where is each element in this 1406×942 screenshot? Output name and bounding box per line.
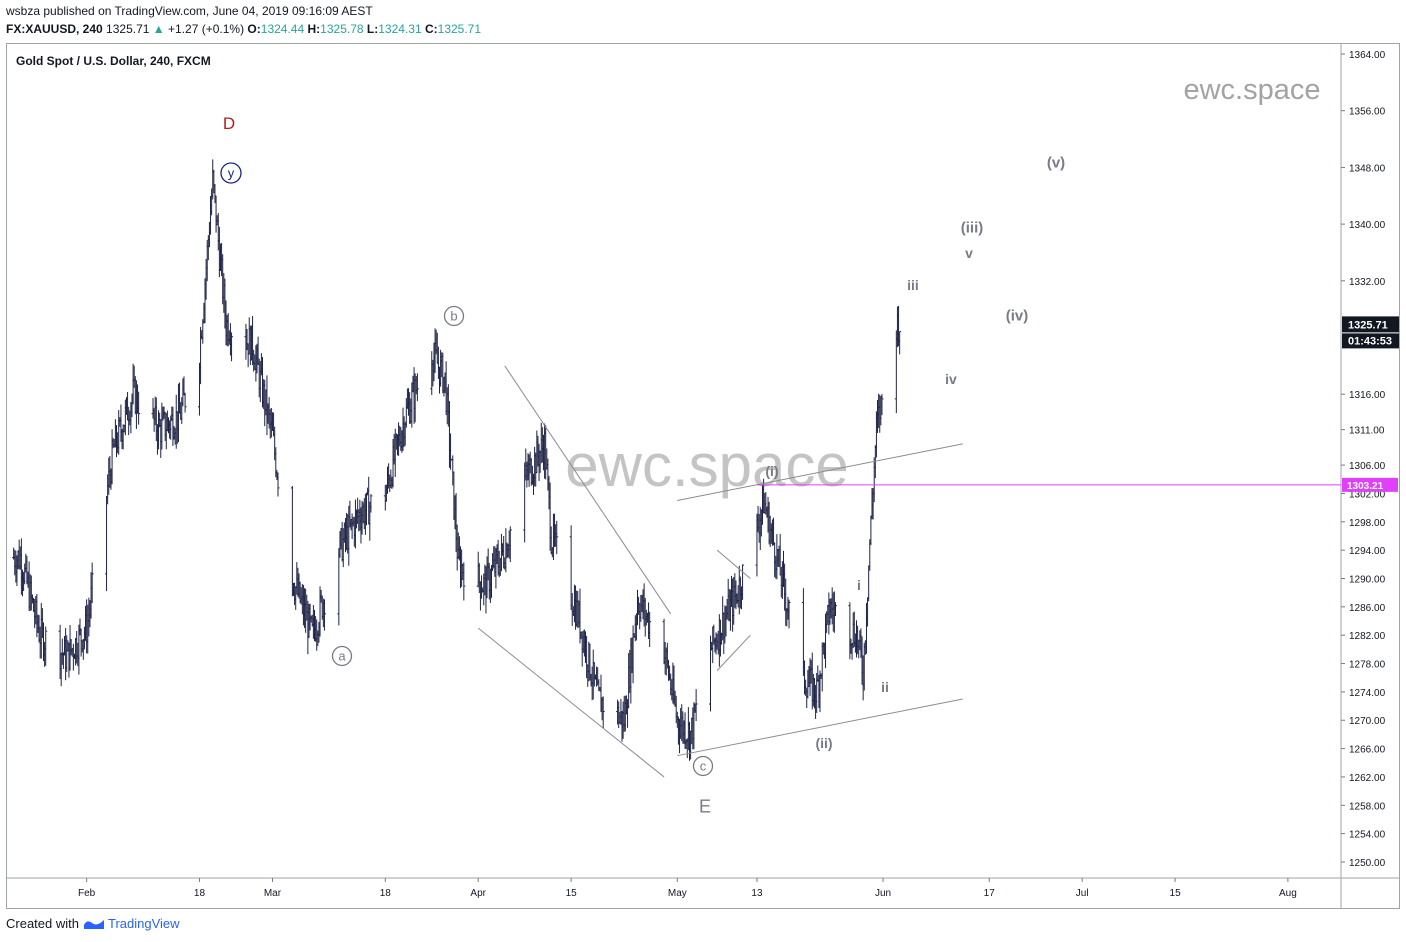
footer: Created with TradingView	[6, 916, 180, 931]
wave-label-a-circle	[331, 645, 353, 667]
quote-line: FX:XAUUSD, 240 1325.71 ▲ +1.27 (+0.1%) O…	[6, 22, 481, 36]
wave-label-c-circle	[692, 755, 714, 777]
close-value: 1325.71	[437, 22, 482, 36]
wave-label-iii: iii	[907, 277, 919, 293]
trendline[interactable]	[716, 549, 751, 579]
y-tick-label: 1316.00	[1349, 390, 1386, 401]
last-price-tag	[1342, 316, 1399, 333]
wave-label-d: D	[223, 114, 235, 133]
high-label: H:	[307, 22, 321, 36]
published-text: published on TradingView.com, June 04, 2…	[43, 4, 373, 18]
tradingview-logo-icon	[83, 920, 104, 929]
last-price: 1325.71	[106, 22, 150, 36]
x-tick-label: May	[668, 888, 687, 899]
y-tick-label: 1332.00	[1349, 277, 1386, 288]
countdown-tag	[1342, 333, 1399, 349]
x-tick-label: 15	[566, 888, 578, 899]
y-tick-label: 1290.00	[1349, 574, 1386, 585]
wave-label-y: y	[228, 166, 235, 181]
x-tick-label: Apr	[470, 888, 486, 899]
symbol-label: FX:XAUUSD, 240	[6, 22, 103, 36]
y-tick-label: 1262.00	[1349, 773, 1386, 784]
y-tick-label: 1254.00	[1349, 830, 1386, 841]
close-label: C:	[424, 22, 438, 36]
chart-frame[interactable]: 1250.00 1254.00 1258.00 1262.00 1266.00 1270.…	[6, 43, 1400, 909]
wave-label-iv: iv	[945, 371, 957, 387]
wave-label-y-circle	[220, 162, 242, 184]
y-tick-label: 1306.00	[1349, 461, 1386, 472]
change-value: +1.27 (+0.1%)	[168, 22, 245, 36]
watermark-top: ewc.space	[1183, 74, 1320, 106]
x-tick-label: Mar	[264, 888, 282, 899]
wave-label-v-paren: (v)	[1047, 154, 1065, 171]
trendline[interactable]	[716, 634, 751, 671]
x-tick-label: 18	[194, 888, 206, 899]
publish-header: wsbza published on TradingView.com, June…	[0, 0, 1406, 42]
y-tick-label: 1340.00	[1349, 220, 1386, 231]
y-tick-label: 1311.00	[1349, 426, 1385, 437]
created-with-text: Created with	[6, 916, 79, 931]
x-tick-label: 15	[1170, 888, 1182, 899]
horizontal-level-tag-text: 1303.21	[1347, 481, 1384, 492]
y-tick-label: 1348.00	[1349, 163, 1386, 174]
trendline[interactable]	[477, 627, 665, 778]
chart-title: Gold Spot / U.S. Dollar, 240, FXCM	[16, 54, 211, 68]
y-tick-label: 1278.00	[1349, 660, 1386, 671]
trendline[interactable]	[677, 698, 963, 757]
wave-label-a: a	[338, 649, 346, 664]
low-label: L:	[366, 22, 379, 36]
last-price-tag-text: 1325.71	[1348, 319, 1388, 331]
tradingview-brand[interactable]: TradingView	[108, 916, 180, 931]
open-label: O:	[247, 22, 261, 36]
wave-label-iv-paren: (iv)	[1006, 307, 1029, 324]
wave-label-i-paren: (i)	[765, 463, 778, 479]
wave-label-i: i	[857, 577, 861, 593]
y-tick-label: 1302.00	[1349, 489, 1386, 500]
x-tick-label: 17	[984, 888, 996, 899]
wave-label-b: b	[450, 309, 457, 324]
trendline[interactable]	[677, 443, 963, 502]
horizontal-level-tag	[1342, 477, 1398, 492]
y-tick-label: 1282.00	[1349, 631, 1386, 642]
countdown-tag-text: 01:43:53	[1348, 335, 1392, 347]
wave-label-v: v	[965, 245, 973, 261]
watermark-center: ewc.space	[565, 432, 848, 499]
y-tick-label: 1258.00	[1349, 801, 1386, 812]
wave-label-ii: ii	[881, 679, 889, 695]
y-tick-label: 1270.00	[1349, 716, 1386, 727]
wave-label-c: c	[700, 759, 707, 774]
wave-label-e: E	[699, 796, 711, 816]
y-tick-label: 1298.00	[1349, 518, 1386, 529]
x-tick-label: 13	[751, 888, 763, 899]
open-value: 1324.44	[260, 22, 305, 36]
x-tick-label: 18	[380, 888, 392, 899]
publish-line: wsbza published on TradingView.com, June…	[6, 4, 373, 18]
trendline[interactable]	[504, 365, 672, 615]
wave-label-b-circle	[443, 305, 465, 327]
publisher-name[interactable]: wsbza	[6, 4, 41, 18]
x-tick-label: Jul	[1076, 888, 1089, 899]
price-chart[interactable]: 1250.00 1254.00 1258.00 1262.00 1266.00 1270.…	[7, 44, 1399, 908]
wave-label-ii-paren: (ii)	[815, 735, 832, 751]
wave-label-iii-paren: (iii)	[961, 219, 984, 236]
x-tick-label: Feb	[78, 888, 96, 899]
up-arrow-icon: ▲	[152, 22, 165, 36]
x-tick-label: Jun	[875, 888, 891, 899]
y-tick-label: 1274.00	[1349, 688, 1386, 699]
y-tick-label: 1250.00	[1349, 858, 1386, 869]
y-tick-label: 1286.00	[1349, 603, 1386, 614]
y-tick-label: 1356.00	[1349, 107, 1386, 118]
low-value: 1324.31	[378, 22, 422, 36]
y-tick-label: 1294.00	[1349, 546, 1386, 557]
y-tick-label: 1364.00	[1349, 50, 1386, 61]
x-tick-label: Aug	[1279, 888, 1297, 899]
y-tick-label: 1266.00	[1349, 745, 1386, 756]
high-value: 1325.78	[320, 22, 364, 36]
